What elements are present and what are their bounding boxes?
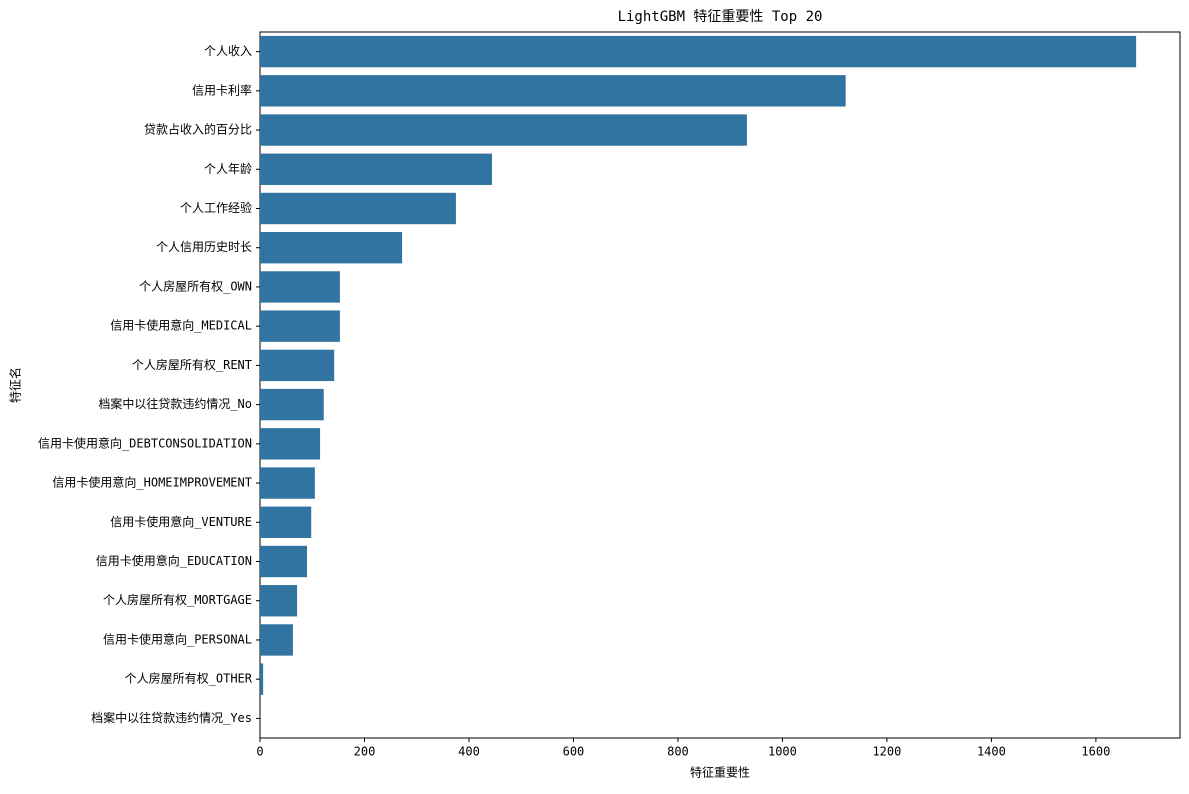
y-tick-label: 信用卡使用意向_DEBTCONSOLIDATION [38, 435, 252, 450]
y-tick-label: 个人房屋所有权_MORTGAGE [103, 592, 252, 607]
bar [260, 192, 456, 225]
y-tick-label: 信用卡使用意向_HOMEIMPROVEMENT [52, 475, 252, 490]
x-tick-label: 600 [563, 745, 585, 759]
bar [260, 75, 846, 107]
bar [260, 506, 312, 538]
bar [260, 114, 747, 146]
y-tick-label: 个人房屋所有权_OWN [139, 278, 252, 293]
bar [260, 232, 403, 264]
x-tick-label: 1600 [1081, 745, 1110, 759]
y-tick-label: 贷款占收入的百分比 [144, 122, 252, 137]
y-tick-label: 信用卡使用意向_VENTURE [110, 514, 252, 529]
plot-frame [259, 31, 1181, 739]
x-tick-label: 800 [667, 745, 689, 759]
y-tick-label: 档案中以往贷款违约情况_Yes [91, 710, 252, 725]
x-axis-label: 特征重要性 [690, 765, 750, 780]
x-tick-label: 400 [458, 745, 480, 759]
bar [260, 388, 324, 421]
bar [260, 349, 335, 382]
y-tick-label: 个人年龄 [204, 162, 252, 176]
bar [260, 153, 492, 185]
bar [260, 428, 321, 460]
y-tick-label: 个人工作经验 [180, 200, 252, 215]
y-tick-label: 档案中以往贷款违约情况_No [98, 396, 252, 411]
bar [260, 663, 264, 695]
x-tick-label: 1200 [872, 745, 901, 759]
bar [260, 271, 340, 303]
y-tick-label: 信用卡使用意向_EDUCATION [96, 553, 252, 568]
y-tick-label: 信用卡利率 [192, 82, 252, 97]
bar [260, 467, 315, 499]
bar [260, 585, 298, 617]
bar [260, 624, 293, 656]
x-tick-label: 1400 [977, 745, 1006, 759]
chart-title: LightGBM 特征重要性 Top 20 [618, 9, 823, 25]
y-tick-label: 信用卡使用意向_PERSONAL [103, 631, 252, 646]
y-tick-label: 个人收入 [204, 44, 252, 58]
bar [260, 545, 308, 578]
y-axis-label: 特征名 [8, 367, 23, 403]
bar [260, 35, 1137, 68]
y-tick-label: 个人信用历史时长 [156, 240, 252, 254]
bar [260, 310, 340, 342]
x-tick-label: 200 [354, 745, 376, 759]
y-tick-label: 个人房屋所有权_RENT [132, 357, 252, 372]
y-tick-label: 个人房屋所有权_OTHER [125, 671, 253, 686]
y-tick-label: 信用卡使用意向_MEDICAL [110, 318, 252, 333]
x-tick-label: 0 [256, 745, 263, 759]
x-tick-label: 1000 [768, 745, 797, 759]
